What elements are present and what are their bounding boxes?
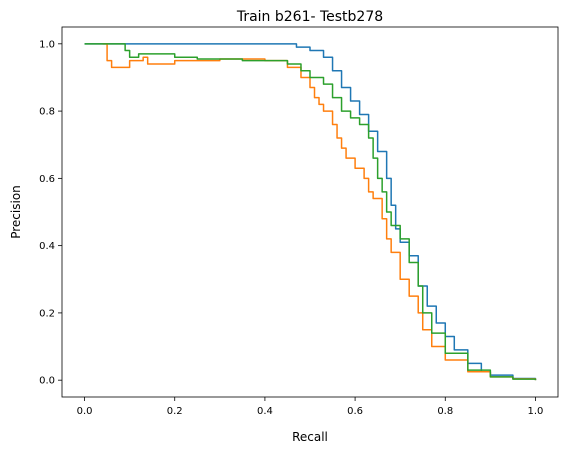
series-line-2 [102,43,537,381]
x-axis-ticks: 0.0 0.2 0.4 0.6 0.8 1.0 [77,397,544,417]
y-tick-label: 1.0 [39,39,55,50]
y-axis-ticks: 0.0 0.2 0.4 0.6 0.8 1.0 [39,39,62,387]
plot-frame [61,26,559,398]
x-tick-label: 0.8 [437,406,453,417]
x-tick-label: 1.0 [528,406,544,417]
x-tick-label: 0.6 [347,406,363,417]
series-line-3 [84,43,537,381]
chart-title: Train b261- Testb278 [236,9,383,25]
x-axis-label: Recall [292,430,328,444]
y-tick-label: 0.0 [39,376,55,387]
y-tick-label: 0.2 [39,308,55,319]
series-line-1 [84,43,537,381]
y-tick-label: 0.6 [39,174,55,185]
x-tick-label: 0.2 [167,406,183,417]
y-tick-label: 0.4 [39,241,55,252]
series-layer [84,43,537,381]
y-tick-label: 0.8 [39,107,55,118]
x-tick-label: 0.0 [77,406,93,417]
x-tick-label: 0.4 [257,406,273,417]
y-axis-label: Precision [9,185,23,239]
